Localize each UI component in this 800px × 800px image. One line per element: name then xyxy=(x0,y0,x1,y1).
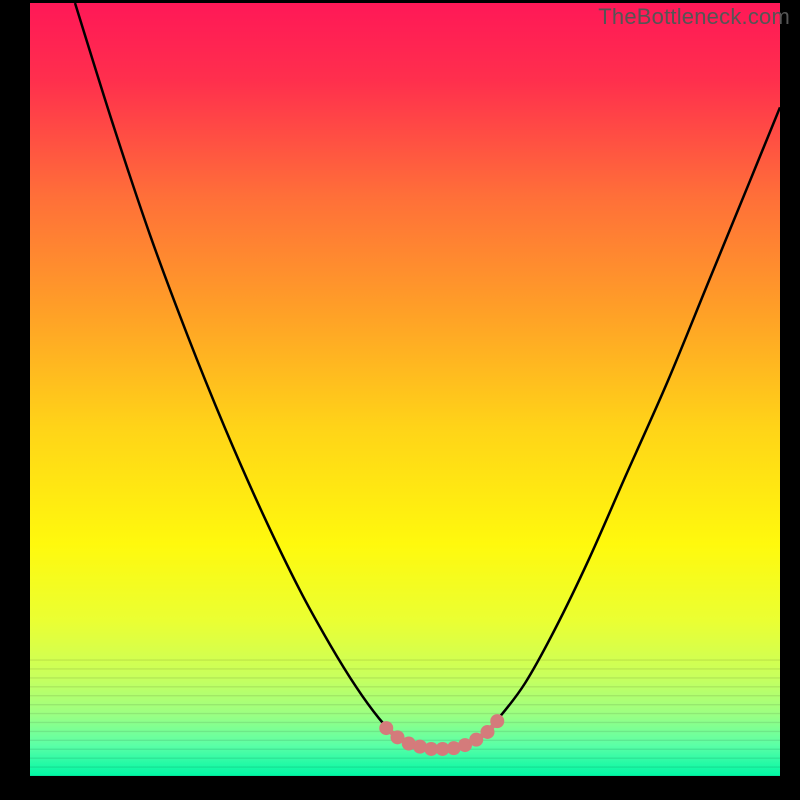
bottleneck-chart: TheBottleneck.com xyxy=(0,0,800,800)
chart-svg xyxy=(0,0,800,800)
watermark-text: TheBottleneck.com xyxy=(598,4,790,30)
